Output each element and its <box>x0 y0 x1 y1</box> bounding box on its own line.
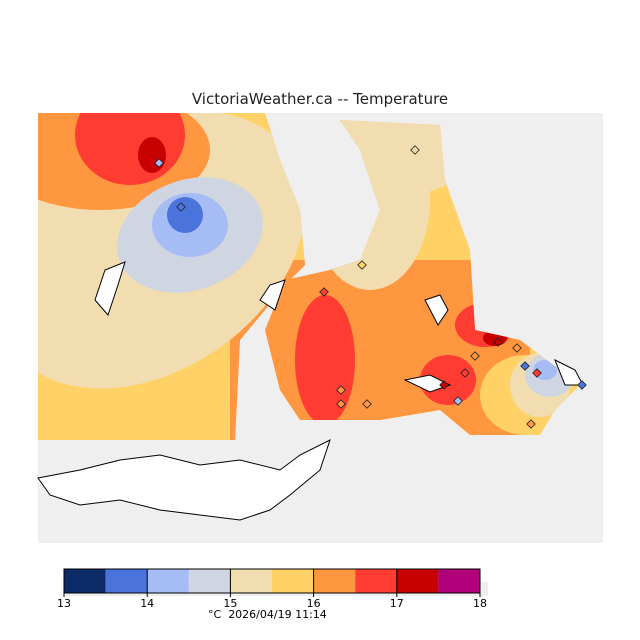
legend-band <box>105 569 148 593</box>
legend-tick-label: 15 <box>223 597 238 610</box>
station-markers <box>154 145 587 429</box>
map-title: VictoriaWeather.ca -- Temperature <box>191 90 449 108</box>
legend-tick-label: 13 <box>57 597 71 610</box>
legend-tick-label: 14 <box>140 597 155 610</box>
legend-tick-label: 16 <box>306 597 321 610</box>
coastline <box>37 261 584 521</box>
legend-band <box>438 569 480 593</box>
legend-band <box>188 569 231 593</box>
legend-band <box>313 569 356 593</box>
legend-band <box>230 569 272 593</box>
color-legend <box>63 568 481 597</box>
timestamp: 2026/04/19 11:14 <box>228 608 327 621</box>
legend-tick-label: 18 <box>473 597 487 610</box>
legend-band <box>396 569 439 593</box>
legend-tick-label: 17 <box>389 597 404 610</box>
legend-caption: °C 2026/04/19 11:14 <box>208 608 327 621</box>
unit-label: °C <box>208 608 222 621</box>
legend-band <box>64 569 106 593</box>
legend-band <box>272 569 314 593</box>
legend-band <box>355 569 397 593</box>
legend-band <box>147 569 189 593</box>
